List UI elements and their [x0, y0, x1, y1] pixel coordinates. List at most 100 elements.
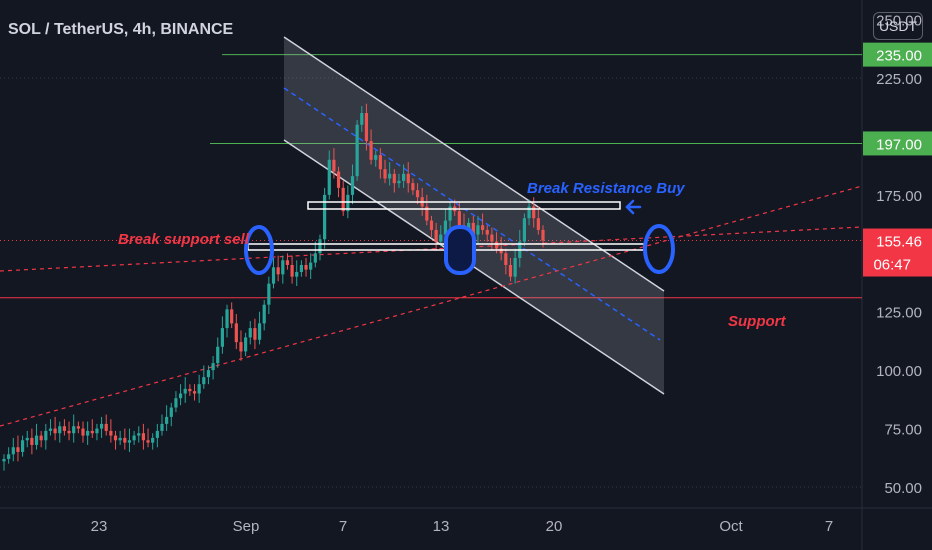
candle-body [141, 433, 145, 441]
channel-layer [283, 36, 665, 395]
x-axis[interactable]: 23 Sep 7 13 20 Oct 7 [91, 518, 834, 535]
y-tick-label: 225.00 [876, 71, 922, 88]
channel-upper-line [283, 36, 665, 292]
y-tick-label: 175.00 [876, 188, 922, 205]
x-tick-label: 7 [825, 518, 833, 535]
price-label-badge [863, 42, 932, 67]
candle-body [378, 155, 382, 170]
x-tick-label: Sep [233, 518, 260, 535]
candle-body [160, 423, 164, 431]
candle-body [48, 428, 53, 431]
candle-body [309, 262, 313, 270]
candle-body [364, 113, 369, 142]
candle-body [248, 328, 252, 338]
candle-body [169, 407, 173, 417]
x-tick-label: 23 [91, 518, 108, 535]
candle-body [504, 253, 508, 265]
price-label-value: 155.46 [876, 234, 922, 251]
candle-body [295, 271, 299, 277]
candle-body [429, 220, 434, 230]
uptrend-line [0, 185, 863, 427]
candle-body [123, 437, 127, 443]
candle-body [137, 433, 141, 436]
candle-body [206, 370, 211, 378]
candle-body [234, 323, 238, 343]
y-tick-label: 250.00 [876, 13, 922, 30]
candle-body [532, 206, 536, 219]
candle-body [271, 267, 276, 284]
candle-body [2, 458, 6, 462]
candle-body [216, 346, 220, 364]
candle-body [471, 222, 475, 235]
candle-body [285, 260, 290, 265]
y-tick-label: 75.00 [884, 422, 922, 439]
candle-body [415, 190, 420, 198]
candle-body [392, 173, 396, 184]
candle-body [439, 234, 443, 242]
candle-body [113, 435, 118, 441]
x-tick-label: 7 [339, 518, 347, 535]
candle-body [34, 435, 39, 445]
candle-body [276, 267, 280, 275]
candle-body [388, 173, 392, 179]
candle-body [434, 229, 438, 242]
candle-body [99, 423, 104, 429]
candle-body [485, 229, 489, 235]
candle-body [383, 169, 387, 179]
candle-body [211, 363, 215, 371]
annotation-layer: Break support sell Break Resistance Buy Su… [118, 180, 786, 330]
arrow-left-icon [625, 199, 642, 215]
y-tick-label: 50.00 [884, 480, 922, 497]
candle-body [72, 426, 76, 434]
candle-body [346, 194, 350, 212]
candle-body [253, 328, 257, 340]
candle-body [239, 342, 243, 352]
candle-body [58, 426, 62, 434]
candle-body [174, 398, 178, 408]
candle-body [290, 264, 294, 277]
currency-button[interactable]: USDT [873, 12, 923, 40]
candle-body [155, 430, 159, 438]
resistance-zone-box [307, 201, 621, 210]
candle-body [53, 428, 57, 434]
candle-body [127, 440, 132, 443]
candle-body [11, 447, 15, 455]
candle-body [281, 260, 285, 275]
candle-body [67, 430, 71, 434]
candle-body [202, 377, 206, 385]
candle-body [118, 437, 122, 441]
candle-body [323, 194, 327, 240]
candle-body [402, 173, 406, 181]
candle-body [192, 391, 197, 394]
candle-body [332, 159, 336, 172]
candle-body [522, 218, 527, 242]
candle-body [494, 241, 499, 249]
candle-body [76, 426, 80, 429]
candle-body [541, 229, 545, 241]
candle-body [146, 440, 150, 443]
candle-layer [2, 103, 545, 471]
channel-midline [283, 87, 661, 341]
candle-body [406, 173, 410, 184]
candle-body [513, 257, 517, 277]
y-tick-label: 125.00 [876, 305, 922, 322]
candle-body [188, 388, 192, 392]
y-axis[interactable]: 250.00 225.00 175.00 125.00 100.00 75.00 50.00… [863, 13, 932, 497]
candle-body [341, 187, 345, 212]
candle-body [151, 437, 155, 443]
candle-body [20, 440, 25, 452]
trend-layer [0, 185, 863, 427]
candle-body [220, 328, 224, 347]
price-label-badge [863, 131, 932, 156]
x-tick-label: 20 [546, 518, 563, 535]
price-label-badge [863, 228, 932, 277]
candle-body [244, 337, 248, 352]
price-label-value: 235.00 [876, 48, 922, 65]
candle-body [467, 222, 471, 230]
candle-body [104, 423, 108, 431]
candle-body [197, 384, 201, 394]
candle-body [490, 234, 494, 242]
break-support-circle-marker [244, 225, 274, 275]
